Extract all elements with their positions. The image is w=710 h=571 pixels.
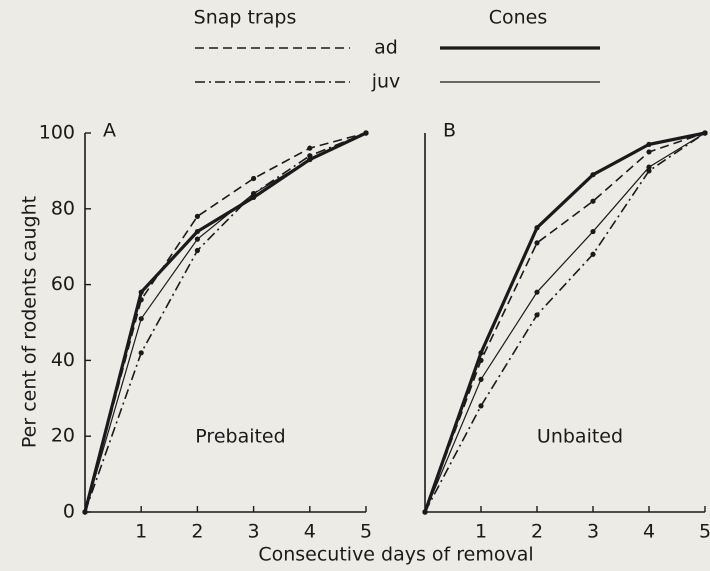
data-point <box>478 403 484 409</box>
y-tick-label: 80 <box>51 197 75 219</box>
y-tick-label: 100 <box>39 122 75 144</box>
data-point <box>646 141 652 147</box>
x-tick-label: 3 <box>587 521 599 543</box>
annotation: Prebaited <box>195 426 285 448</box>
data-point <box>307 145 313 151</box>
data-point <box>194 213 200 219</box>
data-point <box>534 312 540 318</box>
data-point <box>702 130 708 136</box>
y-tick-label: 40 <box>51 349 75 371</box>
y-tick-label: 0 <box>63 501 75 523</box>
data-point <box>251 194 257 201</box>
data-point <box>534 225 540 231</box>
series-line <box>423 131 706 513</box>
annotation: Unbaited <box>537 426 623 448</box>
x-tick-label: 5 <box>699 521 710 543</box>
series-line <box>424 132 706 513</box>
data-point <box>478 350 484 356</box>
data-point <box>138 350 144 356</box>
y-tick-label: 60 <box>51 273 75 295</box>
data-point <box>590 228 596 235</box>
y-axis-label: Per cent of rodents caught <box>19 196 41 448</box>
data-point <box>194 236 200 242</box>
series-line <box>84 132 367 513</box>
data-point <box>590 172 596 178</box>
x-tick-label: 4 <box>304 521 316 543</box>
data-point <box>194 247 200 254</box>
y-tick-label: 20 <box>51 425 75 447</box>
data-point <box>590 198 596 204</box>
data-point <box>478 376 484 382</box>
data-point <box>534 289 540 295</box>
x-tick-label: 3 <box>248 521 260 543</box>
x-tick-label: 5 <box>360 521 372 543</box>
x-tick-label: 2 <box>191 521 203 543</box>
data-point <box>251 175 257 182</box>
legend-row: ad <box>374 37 398 59</box>
data-point <box>534 240 540 246</box>
data-point <box>194 228 200 235</box>
data-point <box>646 164 652 170</box>
data-point <box>307 153 313 159</box>
x-tick-label: 1 <box>135 521 147 543</box>
data-point <box>363 130 369 136</box>
legend-row: juv <box>371 71 401 93</box>
series-line <box>424 132 706 513</box>
data-point <box>138 289 144 295</box>
x-tick-label: 4 <box>643 521 655 543</box>
series-line <box>84 132 367 513</box>
data-point <box>646 149 652 155</box>
legend-column: Cones <box>489 7 548 29</box>
panel-label: A <box>103 120 116 142</box>
data-point <box>138 316 144 322</box>
data-point <box>590 251 596 257</box>
data-point <box>82 509 88 515</box>
x-tick-label: 1 <box>475 521 487 543</box>
data-point <box>646 168 652 174</box>
x-axis-label: Consecutive days of removal <box>258 544 533 566</box>
legend-column: Snap traps <box>194 7 297 29</box>
panel-label: B <box>443 120 456 142</box>
data-point <box>307 156 313 163</box>
data-point <box>251 191 257 197</box>
x-tick-label: 2 <box>531 521 543 543</box>
data-point <box>422 509 428 515</box>
series-line <box>424 132 706 513</box>
